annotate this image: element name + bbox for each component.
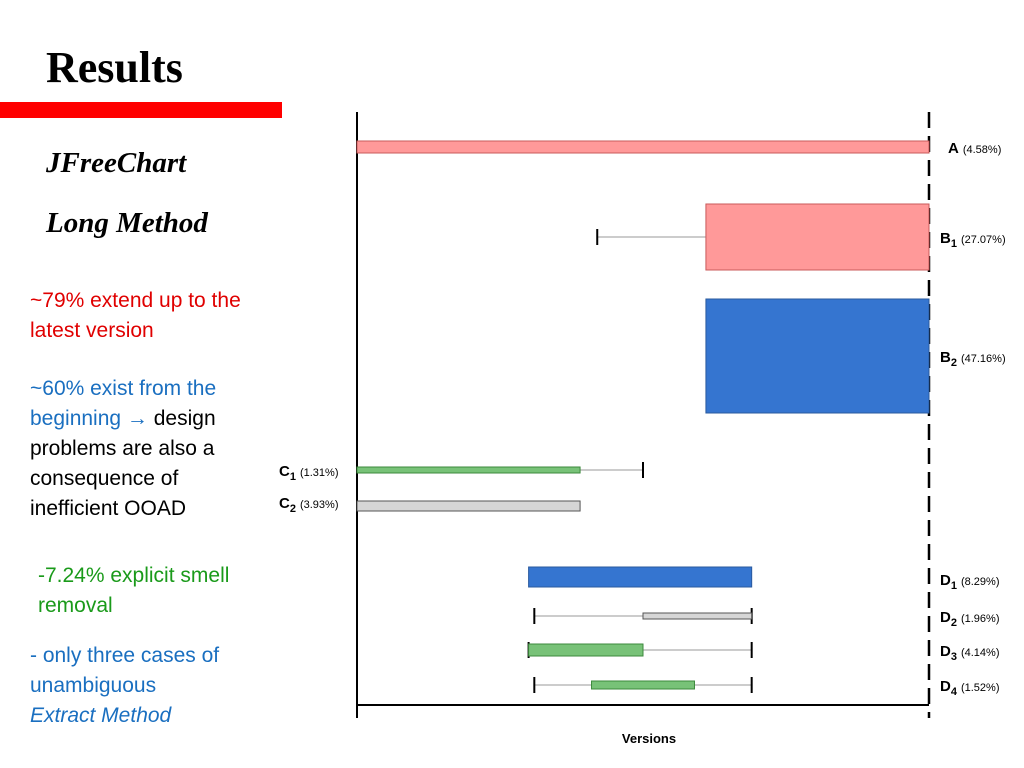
bar-c1 — [356, 466, 581, 474]
row-a: A (4.58%) — [356, 140, 1001, 157]
row-c1: C1 (1.31%) — [279, 462, 644, 483]
row-d1: D1 (8.29%) — [528, 566, 1000, 592]
note-from-beginning-rest: design problems are also a consequence o… — [30, 407, 216, 520]
label-b1: B1 (27.07%) — [940, 230, 1006, 250]
bar-b1 — [705, 203, 930, 271]
label-c2: C2 (3.93%) — [279, 495, 339, 515]
label-a: A (4.58%) — [948, 140, 1001, 157]
note-from-beginning: ~60% exist from the beginning → design p… — [30, 374, 270, 524]
row-c2: C2 (3.93%) — [279, 495, 581, 515]
label-c1: C1 (1.31%) — [279, 463, 339, 483]
row-d4: D4 (1.52%) — [533, 677, 1000, 698]
x-axis-label: Versions — [622, 731, 676, 746]
bar-d4 — [591, 680, 695, 690]
subtitle-project: JFreeChart — [46, 147, 187, 179]
note-latest-version: ~79% extend up to the latest version — [30, 289, 241, 342]
note-smell-removal: -7.24% explicit smell removal — [38, 564, 230, 617]
bar-d2 — [642, 612, 753, 620]
bar-d3 — [528, 643, 644, 657]
row-d2: D2 (1.96%) — [533, 608, 1000, 629]
label-d4: D4 (1.52%) — [940, 678, 1000, 698]
label-d1: D1 (8.29%) — [940, 572, 1000, 592]
row-d3: D3 (4.14%) — [527, 642, 1000, 663]
label-b2: B2 (47.16%) — [940, 349, 1006, 369]
bar-c2 — [356, 500, 581, 512]
bar-b2 — [705, 298, 930, 414]
bar-d1 — [528, 566, 753, 588]
note-from-beginning-highlight: ~60% exist from the beginning → — [30, 377, 217, 430]
subtitle-smell: Long Method — [46, 207, 208, 239]
title-underline-bar — [0, 102, 282, 118]
note-extract-method-italic: Extract Method — [30, 704, 172, 727]
label-d3: D3 (4.14%) — [940, 643, 1000, 663]
note-extract-method-text: - only three cases of unambiguous — [30, 644, 220, 697]
row-b2: B2 (47.16%) — [705, 298, 1006, 414]
chart-rows: A (4.58%) B1 (27.07%) B2 (47.16%) C1 (1.31%) C2(… — [279, 140, 1006, 698]
page-title: Results — [46, 43, 183, 92]
row-b1: B1 (27.07%) — [596, 203, 1006, 271]
label-d2: D2 (1.96%) — [940, 609, 1000, 629]
bar-a — [356, 140, 930, 154]
note-extract-method: - only three cases of unambiguous Extract… — [30, 641, 280, 731]
